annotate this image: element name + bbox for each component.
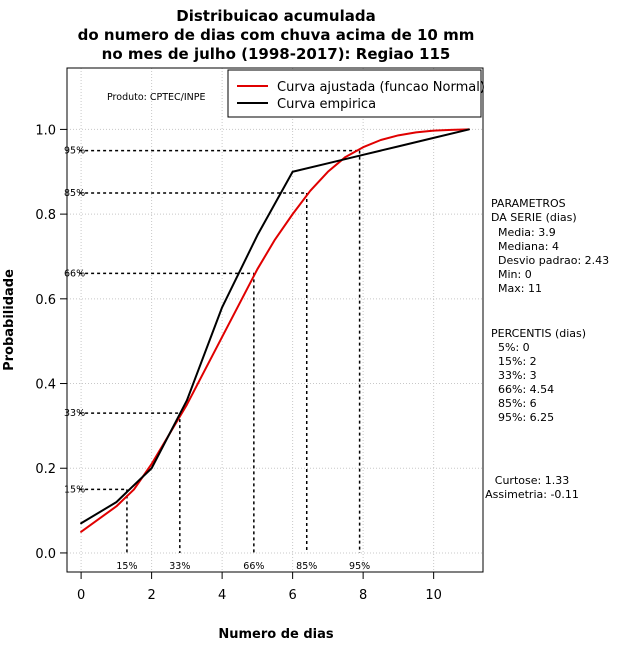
parametros-panel: PARAMETROS DA SERIE (dias) Media: 3.9 Me… bbox=[491, 197, 609, 295]
percentile-x-label-2: 66% bbox=[243, 561, 264, 572]
param-desvio: Desvio padrao: 2.43 bbox=[498, 254, 609, 267]
x-tick-label-1: 2 bbox=[147, 588, 155, 603]
x-tick-label-4: 8 bbox=[359, 588, 367, 603]
percentile-y-label-4: 95% bbox=[64, 146, 85, 157]
percentile-y-label-2: 66% bbox=[64, 268, 85, 279]
parametros-title-2: DA SERIE (dias) bbox=[491, 211, 577, 224]
percentile-y-label-1: 33% bbox=[64, 408, 85, 419]
plot-frame bbox=[66, 67, 484, 573]
y-tick-label-5: 1.0 bbox=[35, 123, 56, 138]
x-tick-label-2: 4 bbox=[218, 588, 226, 603]
percentil-5: 5%: 0 bbox=[498, 341, 530, 354]
percentile-x-label-1: 33% bbox=[169, 561, 190, 572]
legend-label-fitted: Curva ajustada (funcao Normal) bbox=[277, 80, 485, 95]
percentis-panel: PERCENTIS (dias) 5%: 0 15%: 2 33%: 3 66%… bbox=[491, 327, 586, 424]
stat-curtose: Curtose: 1.33 bbox=[495, 474, 569, 487]
percentile-x-label-0: 15% bbox=[116, 561, 137, 572]
series-lines bbox=[80, 128, 470, 533]
percentil-85: 85%: 6 bbox=[498, 397, 537, 410]
product-label: Produto: CPTEC/INPE bbox=[107, 92, 206, 103]
percentis-title: PERCENTIS (dias) bbox=[491, 327, 586, 340]
x-tick-label-3: 6 bbox=[288, 588, 296, 603]
percentile-y-label-0: 15% bbox=[64, 484, 85, 495]
percentil-15: 15%: 2 bbox=[498, 355, 537, 368]
x-tick-label-5: 10 bbox=[425, 588, 442, 603]
series-line-fitted-normal bbox=[80, 128, 470, 533]
x-axis-title: Numero de dias bbox=[218, 627, 334, 642]
chart-title-line-1: Distribuicao acumulada bbox=[176, 7, 375, 25]
percentile-guides: 15% 15% 33% 33% 66% 66% 85% 85% 95% 95% bbox=[64, 146, 370, 572]
percentile-x-label-4: 95% bbox=[349, 561, 370, 572]
y-tick-label-4: 0.8 bbox=[35, 208, 56, 223]
percentile-y-label-3: 85% bbox=[64, 188, 85, 199]
legend-box bbox=[227, 69, 482, 118]
grid bbox=[67, 68, 483, 572]
y-tick-label-3: 0.6 bbox=[35, 293, 56, 308]
y-tick-label-2: 0.4 bbox=[35, 378, 56, 393]
legend-label-empirical: Curva empirica bbox=[277, 97, 376, 112]
param-media: Media: 3.9 bbox=[498, 226, 556, 239]
parametros-title-1: PARAMETROS bbox=[491, 197, 566, 210]
param-mediana: Mediana: 4 bbox=[498, 240, 559, 253]
x-tick-label-0: 0 bbox=[77, 588, 85, 603]
percentil-66: 66%: 4.54 bbox=[498, 383, 554, 396]
y-tick-label-0: 0.0 bbox=[35, 547, 56, 562]
y-axis-title: Probabilidade bbox=[2, 269, 17, 371]
legend: Curva ajustada (funcao Normal) Curva emp… bbox=[227, 69, 485, 118]
axis-ticks: 0 2 4 6 8 10 0.0 0.2 0.4 0.6 0.8 1.0 bbox=[35, 123, 442, 603]
chart-title-line-3: no mes de julho (1998-2017): Regiao 115 bbox=[102, 45, 451, 63]
percentil-95: 95%: 6.25 bbox=[498, 411, 554, 424]
percentil-33: 33%: 3 bbox=[498, 369, 537, 382]
stat-assimetria: Assimetria: -0.11 bbox=[485, 488, 579, 501]
y-tick-label-1: 0.2 bbox=[35, 462, 56, 477]
series-line-empirical bbox=[80, 128, 470, 525]
param-max: Max: 11 bbox=[498, 282, 542, 295]
percentile-x-label-3: 85% bbox=[296, 561, 317, 572]
param-min: Min: 0 bbox=[498, 268, 532, 281]
chart-title-line-2: do numero de dias com chuva acima de 10 … bbox=[78, 26, 475, 44]
